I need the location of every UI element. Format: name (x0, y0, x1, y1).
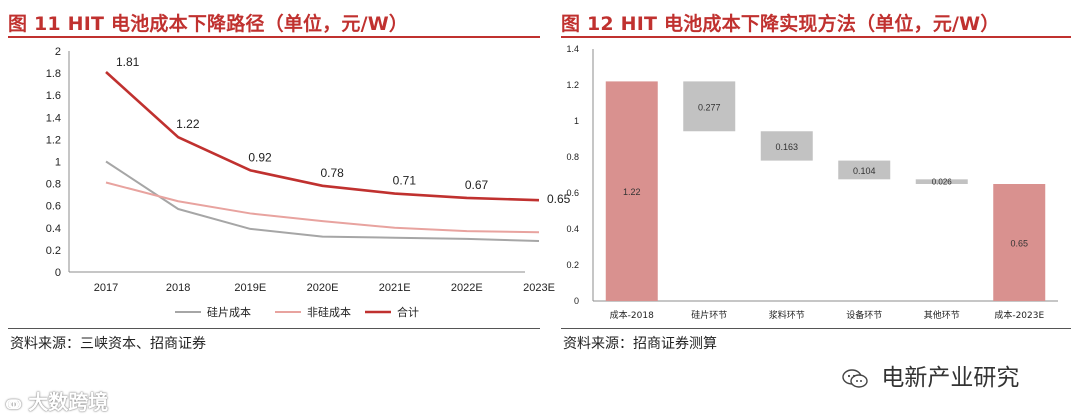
y-tick-label: 0.2 (566, 260, 579, 270)
x-tick-label: 硅片环节 (691, 309, 727, 321)
x-tick-label: 2020E (307, 282, 339, 294)
data-label: 0.71 (393, 174, 417, 188)
x-tick-label: 2017 (94, 282, 118, 294)
legend-label: 合计 (397, 305, 419, 319)
watermark-right: 电新产业研究 (842, 358, 1019, 392)
watermark-right-text: 电新产业研究 (881, 365, 1020, 391)
y-tick-label: 1.4 (566, 44, 579, 54)
data-label: 1.22 (176, 117, 200, 131)
x-tick-label: 2023E (523, 282, 555, 294)
bar-value-label: 0.104 (853, 166, 876, 176)
x-tick-label: 成本-2018 (610, 309, 654, 321)
watermark-left: ↈ 大数跨境 (6, 386, 108, 415)
x-tick-label: 浆料环节 (769, 309, 805, 321)
y-tick-label: 1.2 (566, 80, 579, 90)
x-tick-label: 2018 (166, 282, 190, 294)
data-label: 0.67 (465, 178, 489, 192)
waterfall-bar (915, 179, 968, 184)
data-label: 1.81 (116, 55, 140, 69)
waterfall-bar (760, 131, 813, 161)
bottom-rule-left (8, 328, 540, 329)
source-left: 资料来源：三峡资本、招商证券 (10, 336, 206, 352)
bar-value-label: 0.163 (775, 142, 798, 152)
y-tick-label: 1.2 (46, 134, 61, 146)
bar-value-label: 1.22 (623, 187, 641, 197)
y-tick-label: 2 (55, 46, 61, 58)
title-rule-right (561, 36, 1071, 38)
y-tick-label: 0 (574, 296, 579, 306)
chart-title-left: 图 11 HIT 电池成本下降路径（单位，元/W） (8, 13, 409, 35)
wechat-icon (842, 368, 868, 388)
watermark-left-logo-icon: ↈ (6, 397, 22, 413)
x-tick-label: 2021E (379, 282, 411, 294)
title-rule-left (8, 36, 540, 38)
legend-label: 非硅成本 (307, 305, 351, 319)
waterfall-chart-right: 0 0.2 0.4 0.6 0.8 1 1.2 1.4 1.22 0.277 0.163 0.104 0… (566, 44, 1058, 321)
legend-label: 硅片成本 (207, 305, 251, 319)
data-label: 0.65 (547, 192, 571, 206)
series-line (105, 181, 540, 234)
y-tick-label: 1.6 (46, 90, 61, 102)
x-tick-label: 成本-2023E (994, 309, 1044, 321)
bar-value-label: 0.277 (698, 102, 721, 112)
y-tick-label: 0.4 (46, 223, 61, 235)
x-tick-label: 其他环节 (924, 309, 960, 321)
bar-value-label: 0.026 (932, 178, 953, 187)
series-line (105, 160, 540, 243)
y-tick-label: 1.8 (46, 68, 61, 80)
bottom-rule-right (561, 328, 1071, 329)
y-tick-label: 0.6 (566, 188, 579, 198)
y-tick-label: 0.6 (46, 201, 61, 213)
data-label: 0.78 (321, 166, 345, 180)
waterfall-bar (605, 81, 658, 302)
waterfall-bar (838, 160, 891, 180)
y-tick-label: 0.4 (566, 224, 579, 234)
line-chart-left: 0 0.2 0.4 0.6 0.8 1 1.2 1.4 1.6 1.8 2 2017 2018 2019E… (46, 46, 571, 319)
y-tick-label: 0.2 (46, 245, 61, 257)
source-right: 资料来源：招商证券测算 (563, 336, 717, 352)
bar-value-label: 0.65 (1010, 239, 1028, 249)
data-label: 0.92 (248, 150, 272, 164)
y-tick-label: 1 (574, 116, 579, 126)
x-tick-label: 设备环节 (846, 309, 882, 321)
waterfall-bar (683, 81, 736, 132)
chart-title-right: 图 12 HIT 电池成本下降实现方法（单位，元/W） (561, 13, 1000, 35)
x-tick-label: 2022E (451, 282, 483, 294)
y-tick-label: 1 (55, 157, 61, 169)
y-tick-label: 0 (55, 267, 61, 279)
y-tick-label: 0.8 (566, 152, 579, 162)
x-tick-label: 2019E (234, 282, 266, 294)
y-tick-label: 1.4 (46, 112, 61, 124)
watermark-left-text: 大数跨境 (28, 390, 109, 414)
series-line (105, 71, 540, 202)
waterfall-bar (993, 184, 1046, 301)
y-tick-label: 0.8 (46, 179, 61, 191)
